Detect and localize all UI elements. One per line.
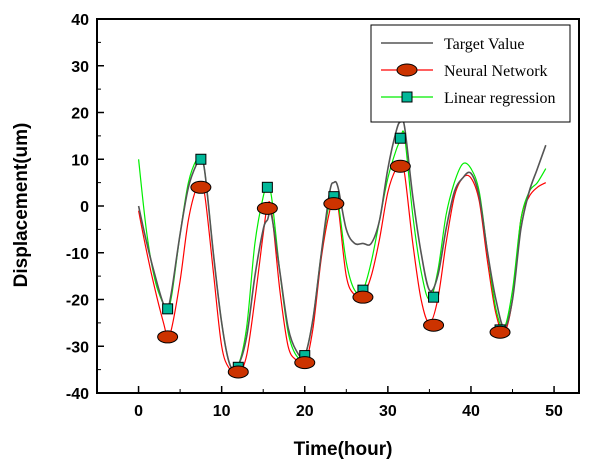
series-line-linear-regression bbox=[138, 130, 547, 371]
neural-network-marker bbox=[389, 159, 411, 173]
y-tick-label: 20 bbox=[71, 106, 89, 123]
x-tick-label: 0 bbox=[134, 403, 143, 420]
legend-label-neural-network: Neural Network bbox=[444, 63, 548, 80]
legend: Target Value Neural Network Linear regre… bbox=[370, 24, 571, 123]
legend-marker-linear-regression bbox=[401, 91, 413, 103]
x-tick-label: 20 bbox=[296, 403, 314, 420]
x-tick-label: 50 bbox=[545, 403, 563, 420]
linear-regression-marker bbox=[261, 181, 273, 193]
neural-network-marker bbox=[352, 290, 374, 304]
y-tick-label: 30 bbox=[71, 59, 89, 76]
x-tick-label: 10 bbox=[213, 403, 231, 420]
y-tick-label: 0 bbox=[80, 199, 89, 216]
linear-regression-marker bbox=[394, 132, 406, 144]
neural-network-marker bbox=[489, 325, 511, 339]
neural-network-marker bbox=[227, 365, 249, 379]
y-tick-label: -30 bbox=[66, 339, 89, 356]
y-tick-label: -20 bbox=[66, 293, 89, 310]
y-tick-label: 40 bbox=[71, 12, 89, 29]
legend-label-linear-regression: Linear regression bbox=[444, 90, 556, 107]
x-tick-label: 30 bbox=[379, 403, 397, 420]
linear-regression-marker bbox=[195, 153, 207, 165]
y-tick-label: -40 bbox=[66, 386, 89, 403]
series-line-neural-network bbox=[138, 165, 547, 376]
y-tick-label: 10 bbox=[71, 152, 89, 169]
legend-marker-neural-network bbox=[396, 63, 418, 77]
linear-regression-marker bbox=[428, 291, 440, 303]
neural-network-marker bbox=[157, 330, 179, 344]
x-axis-title: Time(hour) bbox=[294, 439, 393, 460]
x-tick-label: 40 bbox=[462, 403, 480, 420]
y-tick-label: -10 bbox=[66, 246, 89, 263]
linear-regression-marker bbox=[162, 303, 174, 315]
neural-network-marker bbox=[190, 180, 212, 194]
legend-label-target-value: Target Value bbox=[444, 36, 524, 53]
neural-network-marker bbox=[256, 201, 278, 215]
y-axis-title: Displacement(um) bbox=[11, 123, 32, 288]
neural-network-marker bbox=[423, 318, 445, 332]
neural-network-marker bbox=[323, 197, 345, 211]
neural-network-marker bbox=[294, 356, 316, 370]
